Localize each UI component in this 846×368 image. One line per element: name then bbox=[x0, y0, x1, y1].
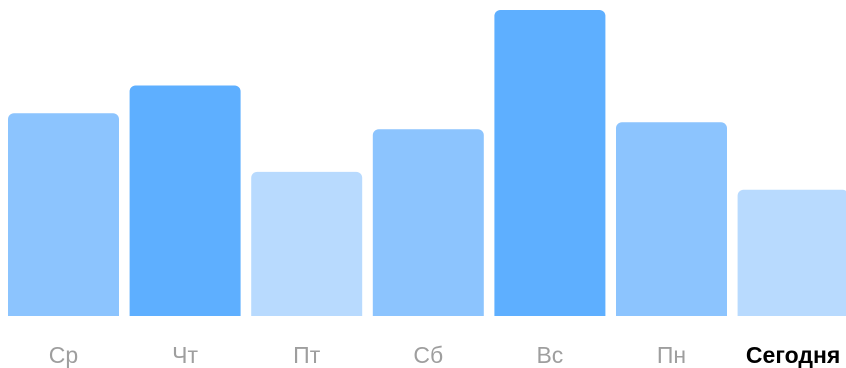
bars-group bbox=[8, 10, 846, 323]
bar-7[interactable] bbox=[737, 189, 846, 322]
bar-3[interactable] bbox=[251, 171, 363, 322]
bar-5[interactable] bbox=[494, 10, 606, 322]
x-tick-label-2: Чт bbox=[172, 342, 198, 368]
x-tick-label-1: Ср bbox=[49, 342, 78, 368]
x-tick-label-7: Сегодня bbox=[746, 342, 840, 368]
x-tick-label-3: Пт bbox=[293, 342, 321, 368]
bar-1[interactable] bbox=[8, 113, 119, 322]
x-tick-label-5: Вс bbox=[536, 342, 563, 368]
tick-labels-group: Ср Чт Пт Сб Вс Пн Сегодня bbox=[49, 342, 840, 368]
bar-2[interactable] bbox=[129, 85, 241, 323]
bar-6[interactable] bbox=[616, 122, 727, 322]
x-tick-label-4: Сб bbox=[413, 342, 443, 368]
bar-4[interactable] bbox=[372, 129, 484, 322]
x-tick-label-6: Пн bbox=[657, 342, 686, 368]
